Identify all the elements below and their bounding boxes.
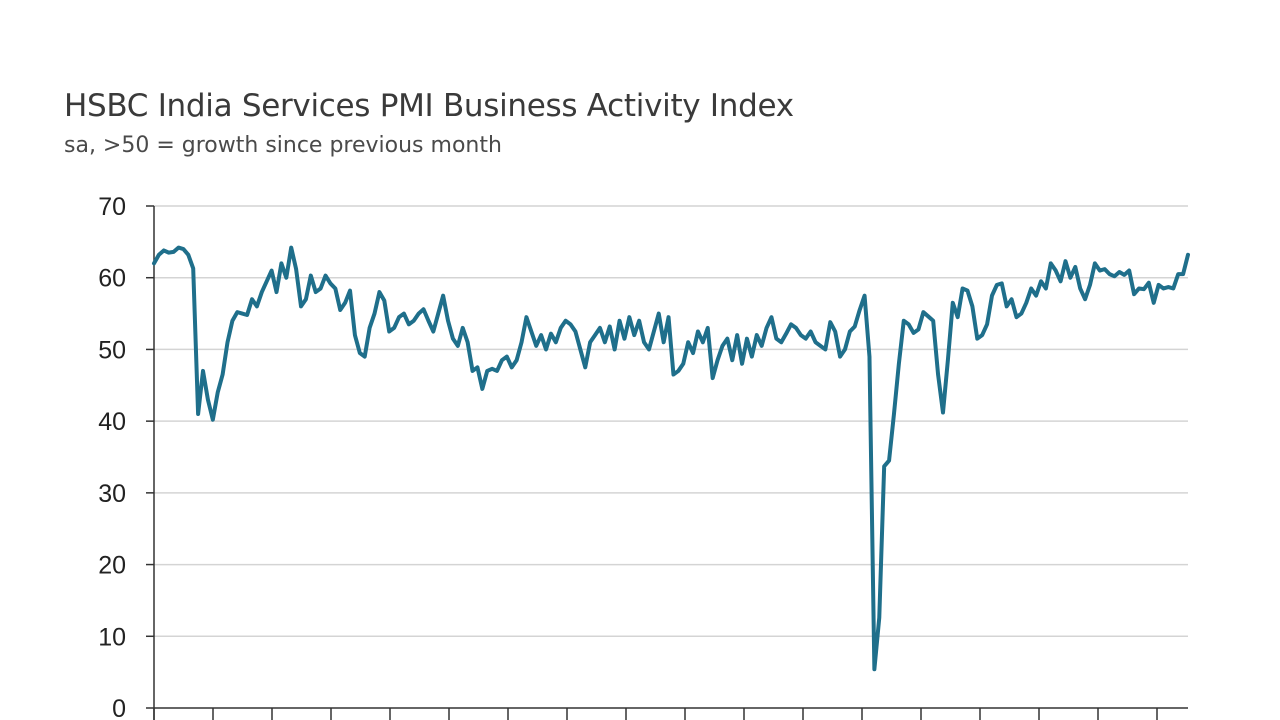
chart-title: HSBC India Services PMI Business Activit…: [64, 88, 794, 124]
y-tick-label-50: 50: [98, 336, 126, 364]
chart-subtitle: sa, >50 = growth since previous month: [64, 133, 502, 158]
series-line-0: [152, 245, 1190, 672]
y-tick-label-0: 0: [112, 695, 126, 720]
y-tick-label-70: 70: [98, 193, 126, 221]
grid-lines: [154, 205, 1188, 638]
axes: [146, 205, 1188, 720]
y-tick-label-30: 30: [98, 480, 126, 508]
y-axis-tick-labels: 0 10 20 30 40 50 60 70: [98, 193, 126, 720]
y-tick-label-60: 60: [98, 265, 126, 293]
y-tick-label-40: 40: [98, 408, 126, 436]
y-tick-label-10: 10: [98, 623, 126, 651]
y-tick-label-20: 20: [98, 552, 126, 580]
series-layer: [152, 245, 1190, 672]
